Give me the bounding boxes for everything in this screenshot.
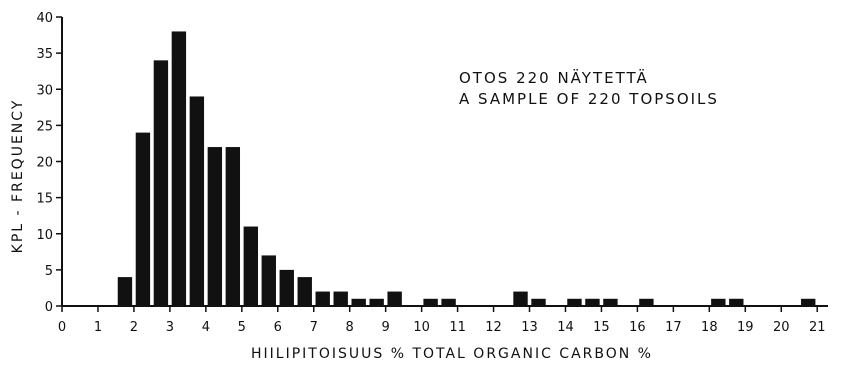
histogram-bar — [423, 298, 438, 306]
histogram-bar — [153, 60, 169, 306]
histogram-bar — [315, 291, 330, 306]
histogram-bar — [639, 298, 654, 306]
x-tick-label: 11 — [449, 320, 466, 335]
histogram-bar — [729, 298, 744, 306]
x-tick-label: 18 — [701, 320, 718, 335]
y-axis-label: KPL - FREQUENCY — [10, 99, 26, 254]
x-tick-label: 10 — [413, 320, 430, 335]
histogram-bar — [531, 298, 546, 306]
histogram-bar — [243, 226, 258, 306]
histogram-bar — [603, 298, 618, 306]
bars — [117, 31, 816, 306]
x-tick-label: 2 — [130, 320, 138, 335]
y-tick-label: 25 — [36, 119, 53, 134]
x-tick-label: 9 — [382, 320, 390, 335]
x-tick-label: 0 — [58, 320, 66, 335]
y-tick-label: 15 — [36, 192, 53, 207]
y-tick-label: 30 — [36, 83, 53, 98]
histogram-bar — [279, 269, 294, 306]
x-tick-label: 7 — [310, 320, 318, 335]
x-tick-label: 21 — [809, 320, 826, 335]
histogram-bar — [207, 147, 223, 306]
x-ticks: 0 1 2 3 4 5 6 7 8 9 10 11 12 13 14 15 16 17 18 19 20 21 — [58, 306, 826, 335]
histogram-bar — [351, 298, 366, 306]
histogram-bar — [585, 298, 600, 306]
x-tick-label: 16 — [629, 320, 646, 335]
histogram-bar — [225, 147, 241, 306]
y-tick-label: 20 — [36, 156, 53, 171]
y-tick-label: 35 — [36, 47, 53, 62]
histogram-bar — [387, 291, 402, 306]
x-tick-label: 17 — [665, 320, 682, 335]
x-tick-label: 5 — [238, 320, 246, 335]
histogram-bar — [117, 277, 133, 306]
x-tick-label: 4 — [202, 320, 210, 335]
histogram-bar — [297, 277, 312, 306]
y-tick-label: 5 — [45, 264, 53, 279]
annotation-line-1: OTOS 220 NÄYTETTÄ — [459, 68, 649, 87]
histogram-bar — [513, 291, 528, 306]
x-tick-label: 14 — [557, 320, 574, 335]
x-tick-label: 8 — [346, 320, 354, 335]
x-tick-label: 6 — [274, 320, 282, 335]
x-tick-label: 3 — [166, 320, 174, 335]
x-tick-label: 20 — [773, 320, 790, 335]
histogram-bar — [801, 298, 816, 306]
histogram-bar — [567, 298, 582, 306]
x-tick-label: 1 — [94, 320, 102, 335]
x-axis-label: HIILIPITOISUUS % TOTAL ORGANIC CARBON % — [251, 346, 653, 362]
x-tick-label: 19 — [737, 320, 754, 335]
x-tick-label: 12 — [485, 320, 502, 335]
y-tick-label: 0 — [45, 300, 53, 315]
histogram-bar — [189, 96, 205, 306]
y-tick-label: 10 — [36, 228, 53, 243]
y-ticks: 0 5 10 15 20 25 30 35 40 — [36, 11, 62, 315]
histogram-bar — [171, 31, 187, 306]
x-tick-label: 13 — [521, 320, 538, 335]
histogram-bar — [441, 298, 456, 306]
x-tick-label: 15 — [593, 320, 610, 335]
histogram-bar — [711, 298, 726, 306]
y-tick-label: 40 — [36, 11, 53, 26]
annotation-line-2: A SAMPLE OF 220 TOPSOILS — [459, 90, 719, 108]
histogram-bar — [261, 255, 276, 306]
histogram-bar — [333, 291, 348, 306]
histogram-bar — [135, 132, 151, 306]
histogram-bar — [369, 298, 384, 306]
